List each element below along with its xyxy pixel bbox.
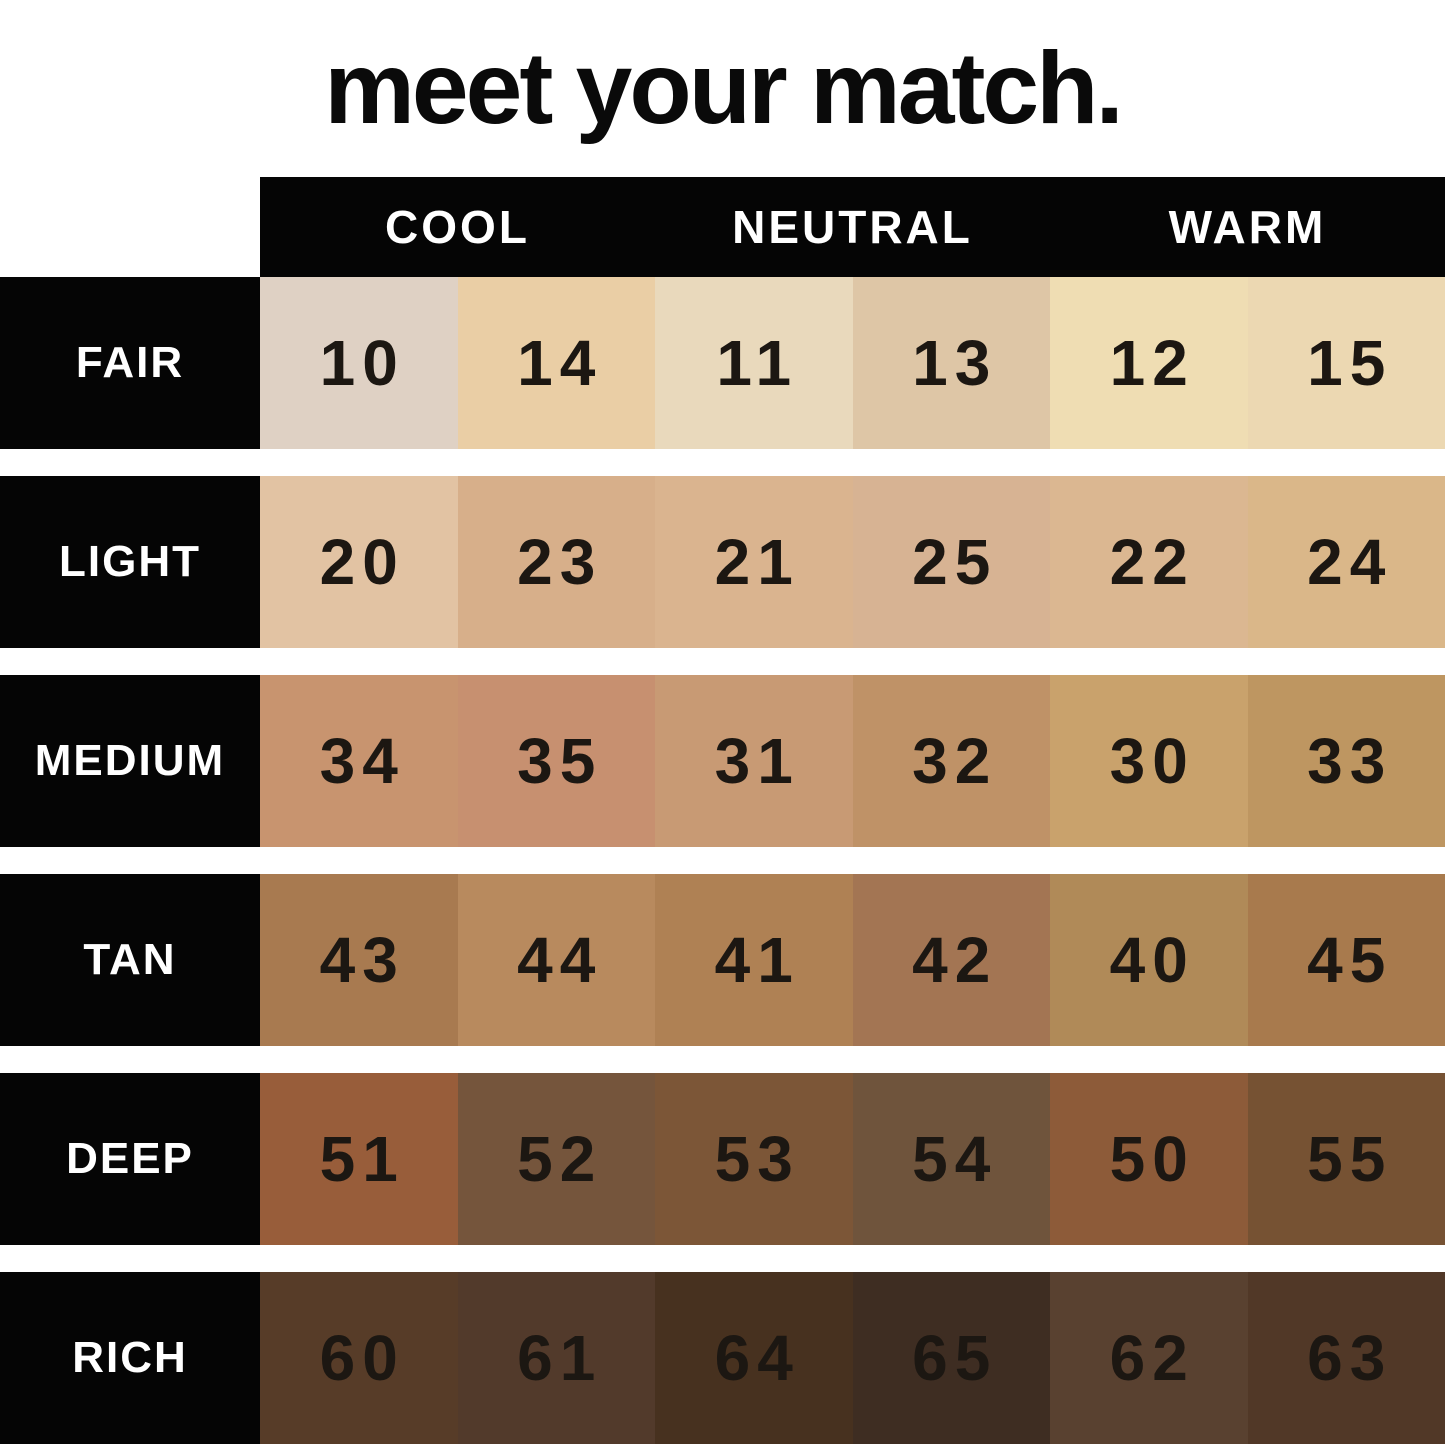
shade-swatch-52: 52 — [457, 1073, 655, 1245]
row-label-medium: MEDIUM — [0, 675, 260, 847]
shade-row-rich: RICH 60 61 64 65 62 63 — [0, 1272, 1445, 1444]
shade-number: 22 — [1109, 526, 1195, 598]
shade-swatch-61: 61 — [457, 1272, 655, 1444]
undertone-header-bar: COOL NEUTRAL WARM — [260, 177, 1445, 277]
shade-number: 60 — [319, 1322, 405, 1394]
shade-swatch-43: 43 — [260, 874, 458, 1046]
shade-number: 43 — [319, 924, 405, 996]
shade-number: 23 — [517, 526, 603, 598]
shade-number: 54 — [912, 1123, 998, 1195]
shade-swatch-40: 40 — [1050, 874, 1248, 1046]
shade-number: 10 — [319, 327, 405, 399]
undertone-header-row: COOL NEUTRAL WARM — [0, 177, 1445, 277]
shade-number: 45 — [1307, 924, 1393, 996]
shade-row-medium: MEDIUM 34 35 31 32 30 33 — [0, 675, 1445, 847]
shade-swatch-15: 15 — [1247, 277, 1445, 449]
shade-swatch-65: 65 — [852, 1272, 1050, 1444]
shade-swatch-42: 42 — [852, 874, 1050, 1046]
shade-number: 44 — [517, 924, 603, 996]
shade-swatch-22: 22 — [1050, 476, 1248, 648]
shade-number: 53 — [714, 1123, 800, 1195]
shade-swatch-62: 62 — [1050, 1272, 1248, 1444]
shade-swatch-10: 10 — [260, 277, 458, 449]
shade-swatch-60: 60 — [260, 1272, 458, 1444]
shade-swatch-30: 30 — [1050, 675, 1248, 847]
shade-swatch-45: 45 — [1247, 874, 1445, 1046]
shade-swatch-24: 24 — [1247, 476, 1445, 648]
shade-swatch-14: 14 — [457, 277, 655, 449]
row-label-tan: TAN — [0, 874, 260, 1046]
shade-number: 42 — [912, 924, 998, 996]
shade-swatch-50: 50 — [1050, 1073, 1248, 1245]
shade-number: 21 — [714, 526, 800, 598]
shade-number: 55 — [1307, 1123, 1393, 1195]
shade-number: 14 — [517, 327, 603, 399]
shade-swatch-23: 23 — [457, 476, 655, 648]
shade-number: 51 — [319, 1123, 405, 1195]
shade-number: 65 — [912, 1322, 998, 1394]
header-spacer — [0, 177, 260, 277]
shade-number: 31 — [714, 725, 800, 797]
shade-number: 24 — [1307, 526, 1393, 598]
shade-number: 61 — [517, 1322, 603, 1394]
shade-swatch-44: 44 — [457, 874, 655, 1046]
shade-number: 25 — [912, 526, 998, 598]
shade-number: 20 — [319, 526, 405, 598]
shade-number: 13 — [912, 327, 998, 399]
undertone-header-warm: WARM — [1168, 201, 1327, 253]
shade-swatch-20: 20 — [260, 476, 458, 648]
shade-number: 12 — [1109, 327, 1195, 399]
shade-number: 34 — [319, 725, 405, 797]
shade-swatch-34: 34 — [260, 675, 458, 847]
shade-number: 63 — [1307, 1322, 1393, 1394]
shade-number: 40 — [1109, 924, 1195, 996]
shade-swatch-31: 31 — [655, 675, 853, 847]
shade-swatch-54: 54 — [852, 1073, 1050, 1245]
shade-number: 33 — [1307, 725, 1393, 797]
shade-number: 15 — [1307, 327, 1393, 399]
shade-number: 64 — [714, 1322, 800, 1394]
shade-swatch-41: 41 — [655, 874, 853, 1046]
shade-swatch-32: 32 — [852, 675, 1050, 847]
shade-swatch-21: 21 — [655, 476, 853, 648]
shade-swatch-25: 25 — [852, 476, 1050, 648]
shade-swatch-55: 55 — [1247, 1073, 1445, 1245]
undertone-header-cool: COOL — [385, 201, 530, 253]
shade-swatch-11: 11 — [655, 277, 853, 449]
shade-swatch-13: 13 — [852, 277, 1050, 449]
shade-row-light: LIGHT 20 23 21 25 22 24 — [0, 476, 1445, 648]
shade-number: 52 — [517, 1123, 603, 1195]
row-label-fair: FAIR — [0, 277, 260, 449]
shade-number: 30 — [1109, 725, 1195, 797]
shade-swatch-35: 35 — [457, 675, 655, 847]
shade-swatch-64: 64 — [655, 1272, 853, 1444]
shade-row-fair: FAIR 10 14 11 13 12 15 — [0, 277, 1445, 449]
page-title: meet your match. — [324, 31, 1124, 145]
shade-row-deep: DEEP 51 52 53 54 50 55 — [0, 1073, 1445, 1245]
shade-number: 32 — [912, 725, 998, 797]
shade-number: 11 — [716, 327, 799, 399]
shade-number: 50 — [1109, 1123, 1195, 1195]
shade-swatch-51: 51 — [260, 1073, 458, 1245]
row-label-light: LIGHT — [0, 476, 260, 648]
shade-number: 35 — [517, 725, 603, 797]
row-label-rich: RICH — [0, 1272, 260, 1444]
shade-swatch-63: 63 — [1247, 1272, 1445, 1444]
shade-swatch-33: 33 — [1247, 675, 1445, 847]
undertone-header-neutral: NEUTRAL — [732, 201, 973, 253]
shade-number: 62 — [1109, 1322, 1195, 1394]
shade-number: 41 — [714, 924, 800, 996]
title-area: meet your match. — [0, 0, 1445, 177]
row-label-deep: DEEP — [0, 1073, 260, 1245]
shade-swatch-53: 53 — [655, 1073, 853, 1245]
shade-swatch-12: 12 — [1050, 277, 1248, 449]
shade-row-tan: TAN 43 44 41 42 40 45 — [0, 874, 1445, 1046]
